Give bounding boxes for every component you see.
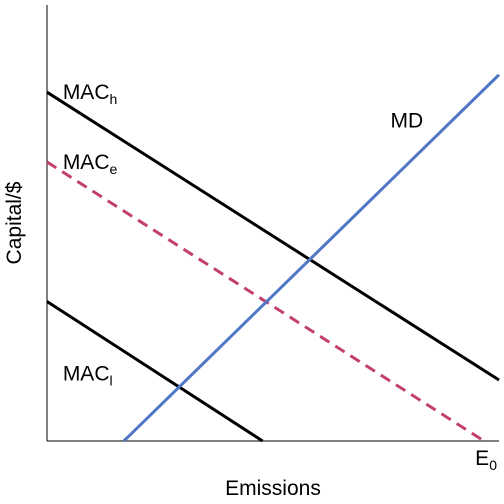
series-label-mac-e: MACe	[63, 151, 118, 177]
series-label-md: MD	[391, 110, 424, 133]
x-axis-title: Emissions	[225, 477, 321, 500]
series-line-mac-l	[46, 300, 264, 443]
series-line-mac-h	[46, 90, 500, 382]
series-line-md	[122, 73, 501, 443]
y-axis-title: Capital/$	[3, 181, 26, 264]
series-label-mac-l: MACl	[63, 362, 113, 388]
label-layer: MACh MACe MACl MD E0	[63, 81, 497, 473]
series-layer	[46, 73, 501, 443]
series-label-mac-h: MACh	[63, 81, 117, 107]
x-tick-label-e0: E0	[475, 447, 497, 473]
